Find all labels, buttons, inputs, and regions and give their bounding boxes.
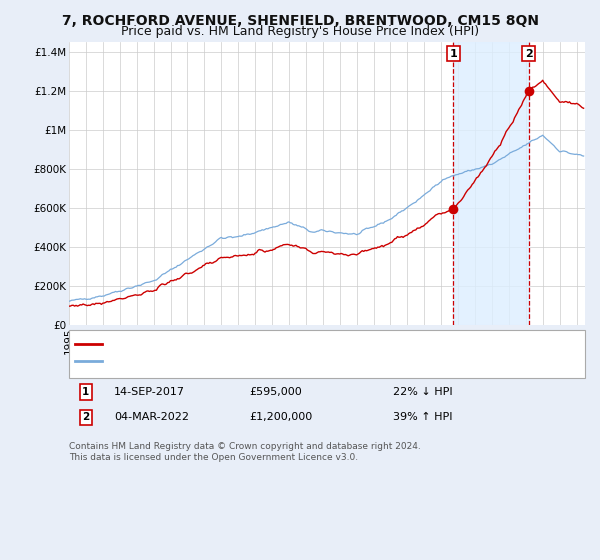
Text: £1,200,000: £1,200,000 [249, 412, 312, 422]
Text: Contains HM Land Registry data © Crown copyright and database right 2024.
This d: Contains HM Land Registry data © Crown c… [69, 442, 421, 462]
Text: 7, ROCHFORD AVENUE, SHENFIELD, BRENTWOOD, CM15 8QN (detached house): 7, ROCHFORD AVENUE, SHENFIELD, BRENTWOOD… [107, 339, 522, 349]
Bar [453, 42, 529, 325]
Text: 2: 2 [82, 412, 89, 422]
Text: 39% ↑ HPI: 39% ↑ HPI [393, 412, 452, 422]
Text: 22% ↓ HPI: 22% ↓ HPI [393, 387, 452, 397]
Text: 1: 1 [449, 49, 457, 59]
Text: 1: 1 [82, 387, 89, 397]
Text: Price paid vs. HM Land Registry's House Price Index (HPI): Price paid vs. HM Land Registry's House … [121, 25, 479, 38]
Text: 2: 2 [525, 49, 533, 59]
Text: HPI: Average price, detached house, Brentwood: HPI: Average price, detached house, Bren… [107, 356, 356, 366]
Text: 14-SEP-2017: 14-SEP-2017 [114, 387, 185, 397]
Text: 7, ROCHFORD AVENUE, SHENFIELD, BRENTWOOD, CM15 8QN: 7, ROCHFORD AVENUE, SHENFIELD, BRENTWOOD… [62, 14, 539, 28]
Text: £595,000: £595,000 [249, 387, 302, 397]
Text: 04-MAR-2022: 04-MAR-2022 [114, 412, 189, 422]
